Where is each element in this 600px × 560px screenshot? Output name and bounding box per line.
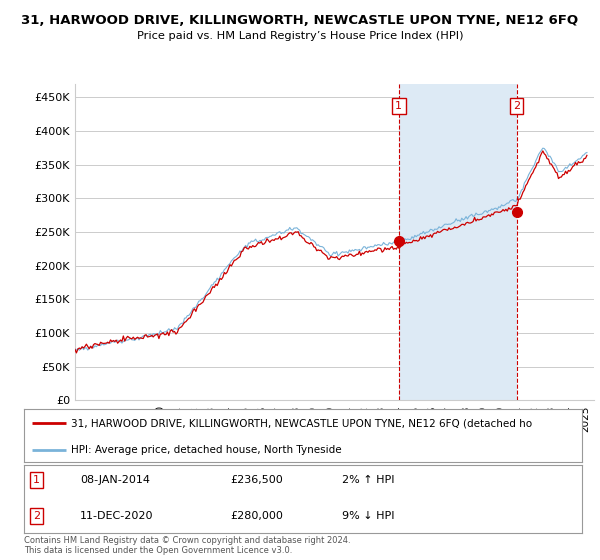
Text: 08-JAN-2014: 08-JAN-2014 (80, 475, 150, 485)
Text: 31, HARWOOD DRIVE, KILLINGWORTH, NEWCASTLE UPON TYNE, NE12 6FQ: 31, HARWOOD DRIVE, KILLINGWORTH, NEWCAST… (22, 14, 578, 27)
Text: 2: 2 (513, 101, 520, 111)
Text: HPI: Average price, detached house, North Tyneside: HPI: Average price, detached house, Nort… (71, 445, 342, 455)
Text: 2% ↑ HPI: 2% ↑ HPI (342, 475, 395, 485)
Text: £236,500: £236,500 (230, 475, 283, 485)
Text: Price paid vs. HM Land Registry’s House Price Index (HPI): Price paid vs. HM Land Registry’s House … (137, 31, 463, 41)
Text: 31, HARWOOD DRIVE, KILLINGWORTH, NEWCASTLE UPON TYNE, NE12 6FQ (detached ho: 31, HARWOOD DRIVE, KILLINGWORTH, NEWCAST… (71, 418, 533, 428)
Bar (399, 84, 517, 400)
Text: 2: 2 (33, 511, 40, 521)
Text: 9% ↓ HPI: 9% ↓ HPI (342, 511, 395, 521)
Text: Contains HM Land Registry data © Crown copyright and database right 2024.
This d: Contains HM Land Registry data © Crown c… (24, 536, 350, 556)
Text: 1: 1 (33, 475, 40, 485)
Text: 11-DEC-2020: 11-DEC-2020 (80, 511, 154, 521)
Text: 1: 1 (395, 101, 403, 111)
Text: £280,000: £280,000 (230, 511, 283, 521)
